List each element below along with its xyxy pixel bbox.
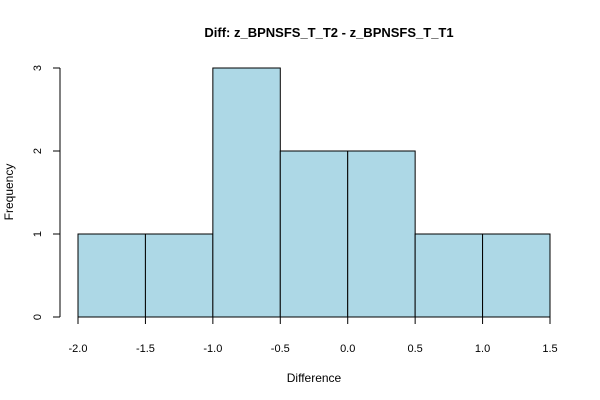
- histogram-bar: [77, 233, 146, 318]
- x-tick-label: -0.5: [271, 343, 290, 355]
- histogram-bar: [414, 233, 484, 318]
- y-tick-label: 0: [32, 314, 44, 320]
- x-axis-label: Difference: [287, 371, 342, 385]
- x-tick-label: -1.5: [136, 343, 155, 355]
- histogram-bar: [482, 233, 551, 318]
- y-axis-label: Frequency: [2, 164, 16, 221]
- x-tick-label: 1.0: [475, 343, 490, 355]
- histogram-bar: [212, 67, 281, 318]
- histogram-bar: [144, 233, 214, 318]
- histogram-bar: [279, 150, 349, 318]
- y-tick-label: 3: [32, 65, 44, 71]
- x-tick-label: 0.0: [340, 343, 355, 355]
- y-tick-label: 1: [32, 231, 44, 237]
- y-axis: 0 1 2 3: [32, 65, 61, 320]
- chart-title: Diff: z_BPNSFS_T_T2 - z_BPNSFS_T_T1: [204, 25, 453, 40]
- x-tick-label: 1.5: [542, 343, 557, 355]
- histogram-bar: [347, 150, 416, 318]
- x-tick-label: 0.5: [407, 343, 422, 355]
- x-tick-label: -1.0: [203, 343, 222, 355]
- y-tick-label: 2: [32, 148, 44, 154]
- x-axis: -2.0 -1.5 -1.0 -0.5 0.0 0.5 1.0 1.5: [69, 316, 558, 355]
- bars-group: [77, 67, 551, 318]
- x-tick-label: -2.0: [69, 343, 88, 355]
